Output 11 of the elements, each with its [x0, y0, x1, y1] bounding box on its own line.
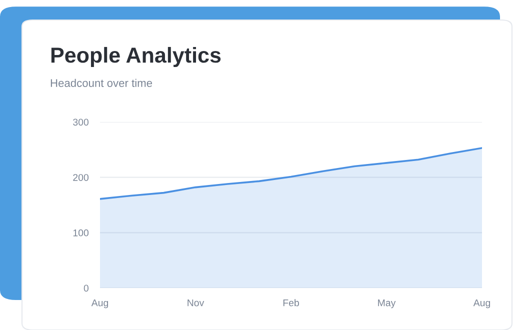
x-tick-label: Feb — [283, 299, 299, 306]
y-tick-label: 0 — [84, 284, 89, 292]
y-tick-label: 300 — [73, 118, 89, 126]
x-tick-label: Nov — [188, 299, 204, 306]
chart-title: People Analytics — [51, 46, 221, 68]
y-tick-label: 100 — [73, 229, 89, 236]
x-tick-label: Aug — [473, 299, 490, 308]
x-tick-label: Aug — [91, 299, 108, 308]
x-tick-label: May — [378, 299, 396, 308]
y-tick-label: 200 — [73, 174, 89, 181]
chart-subtitle: Headcount over time — [50, 78, 152, 87]
